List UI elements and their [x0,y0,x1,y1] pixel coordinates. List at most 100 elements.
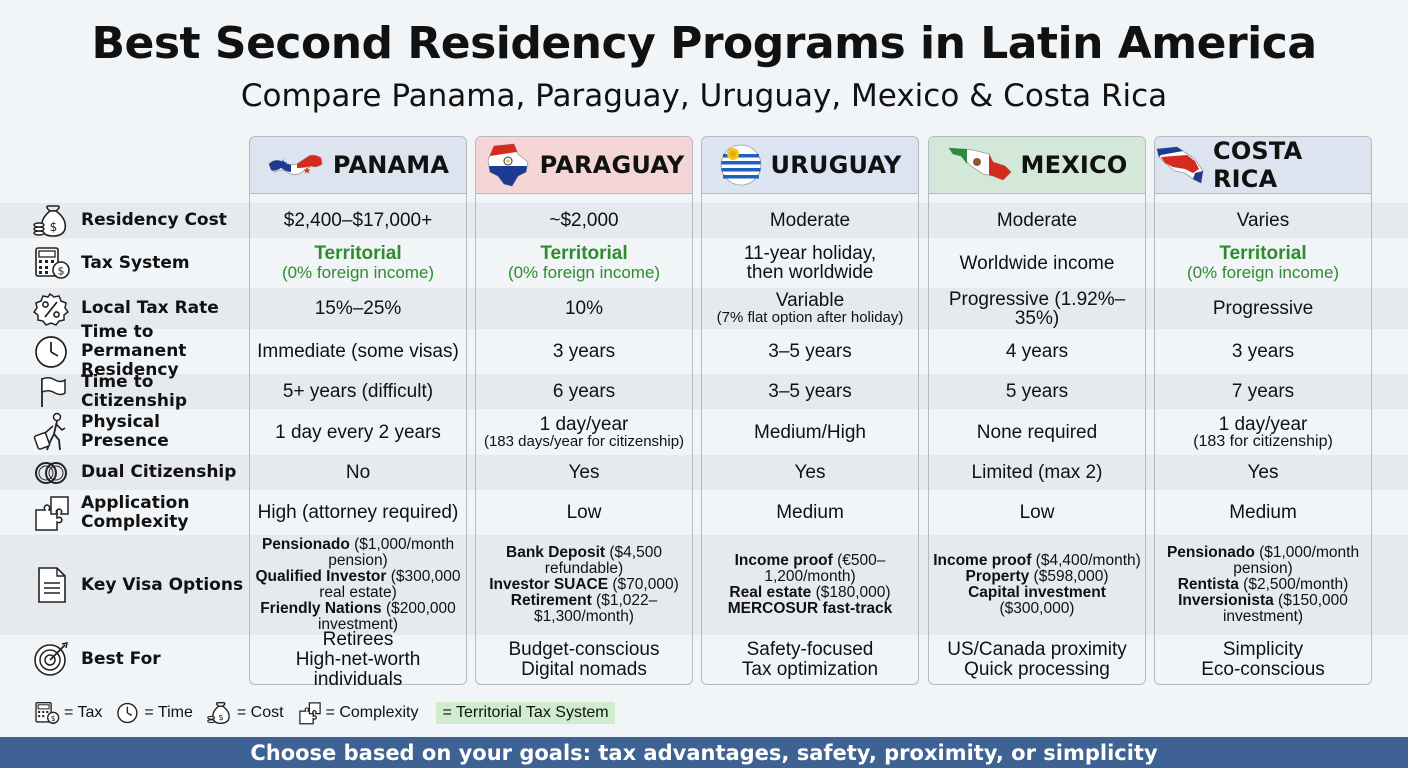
cell-complexity-uruguay: Medium [776,502,844,523]
row-label-text: Best For [81,648,161,669]
row-label-line: Application [81,492,190,513]
cell-dual-citizenship-costa-rica: Yes [1247,462,1279,483]
cell-local-tax-rate-uruguay: Variable (7% flat option after holiday) [702,288,918,329]
cell-tax-system-costa-rica: Territorial (0% foreign income) [1155,238,1371,288]
row-label-text: Physical Presence [81,412,169,451]
visa-option: Pensionado ($1,000/month pension) [1158,545,1368,577]
row-label-tax-system: $ Tax System [33,238,248,288]
visa-option-name: Inversionista [1178,592,1274,609]
cell-physical-presence-paraguay: 1 day/year (183 days/year for citizenshi… [476,409,692,455]
cell-residency-cost-panama: $2,400–$17,000+ [283,210,433,231]
visa-option-name: Rentista [1177,576,1239,593]
visa-option-detail: ($200,000 investment) [317,600,456,633]
visa-option-detail: ($150,000 investment) [1222,592,1348,625]
visa-option-name: Real estate [729,584,812,601]
visa-option-detail: ($300,000 real estate) [319,568,461,601]
visa-option-detail: ($598,000) [1029,568,1109,585]
visa-option-detail: (€500–1,200/month) [764,552,886,585]
cell-tax-system-uruguay: 11-year holiday, then worldwide [702,238,918,288]
cell-residency-cost-costa-rica: Varies [1236,210,1290,231]
legend-item-time: = Time [116,701,193,725]
cell-line: Quick processing [964,659,1110,680]
paraguay-flag-map-icon [487,143,529,187]
cell-local-tax-rate-panama: 15%–25% [314,298,402,319]
row-stripe [0,288,1408,329]
cell-physical-presence-uruguay: Medium/High [754,421,866,443]
cell-time-to-permanent-mexico: 4 years [1005,341,1069,362]
row-label-line: Complexity [81,511,189,532]
visa-option-detail: ($180,000) [811,584,891,601]
cell-tax-system-mexico: Worldwide income [959,252,1115,274]
cell-local-tax-rate-costa-rica: Progressive [1212,298,1314,319]
cell-physical-presence-panama: 1 day every 2 years [275,421,441,443]
visa-option-name: Friendly Nations [260,600,382,617]
cell-line: Simplicity [1222,639,1304,660]
cell-time-to-permanent-paraguay: 3 years [552,341,616,362]
cell-best-for-uruguay: Safety-focused Tax optimization [702,637,918,683]
svg-text:$: $ [51,714,56,723]
cell-best-for-paraguay: Budget-conscious Digital nomads [476,637,692,683]
visa-option-name: Property [965,568,1030,585]
puzzle-icon [35,495,69,531]
cell-tax-system-panama: Territorial (0% foreign income) [250,238,466,288]
visa-option-detail: ($70,000) [608,576,679,593]
cell-line: 11-year holiday, [743,243,877,264]
column-card-panama [249,136,467,685]
visa-option-name: Qualified Investor [255,568,387,585]
visa-option-name: Retirement [510,592,592,609]
row-label-text: Local Tax Rate [81,298,219,318]
cell-visa-options-mexico: Income proof ($4,400/month) Property ($5… [929,535,1145,635]
cell-dual-citizenship-uruguay: Yes [794,462,826,483]
territorial-label: Territorial [540,243,628,264]
legend-item-territorial: = Territorial Tax System [432,702,615,724]
country-name-mexico: MEXICO [1020,151,1128,179]
cell-line: (183 days/year for citizenship) [483,432,685,450]
visa-option-detail: ($2,500/month) [1238,576,1349,593]
country-name-costa-rica: COSTA RICA [1213,137,1303,193]
visa-option-name: Income proof [933,552,1032,569]
traveler-icon [33,412,66,451]
cell-visa-options-uruguay: Income proof (€500–1,200/month) Real est… [702,535,918,635]
row-label-line: Time to Permanent [81,322,187,361]
territorial-sub: (0% foreign income) [1186,263,1340,282]
cell-line: Tax optimization [741,659,879,680]
legend-text: = Complexity [325,704,419,721]
cell-physical-presence-costa-rica: 1 day/year (183 for citizenship) [1155,409,1371,455]
visa-option: Retirement ($1,022–$1,300/month) [479,593,689,625]
costa-rica-flag-map-icon [1156,146,1204,184]
cell-line: Variable [775,290,845,311]
row-stripe [0,535,1408,635]
visa-option: Rentista ($2,500/month) [1158,577,1368,593]
legend-text: = Time [144,704,193,721]
cell-best-for-costa-rica: Simplicity Eco-conscious [1155,637,1371,683]
row-label-best-for: Best For [33,635,248,683]
money-bag-icon: $ [33,204,67,237]
interlocking-rings-icon [35,461,67,484]
visa-option-name: Pensionado [261,536,350,553]
cell-line: (183 for citizenship) [1193,432,1333,450]
cell-physical-presence-mexico: None required [976,421,1098,443]
cell-visa-options-costa-rica: Pensionado ($1,000/month pension) Rentis… [1155,535,1371,635]
cell-residency-cost-mexico: Moderate [996,210,1078,231]
visa-option-detail: ($1,000/month pension) [1233,544,1360,577]
visa-option-name: Income proof [734,552,833,569]
row-label-physical-presence: Physical Presence [33,409,248,455]
cell-time-to-citizenship-uruguay: 3–5 years [768,381,852,402]
cell-best-for-panama: Retirees High-net-worth individuals [250,630,466,690]
mexico-flag-map-icon [947,147,1012,181]
cell-line: Budget-conscious [508,639,660,660]
cell-line: Eco-conscious [1201,659,1325,680]
svg-text:$: $ [50,220,58,234]
cell-dual-citizenship-paraguay: Yes [568,462,600,483]
svg-text:$: $ [218,712,223,722]
cell-local-tax-rate-paraguay: 10% [564,298,604,319]
cell-visa-options-paraguay: Bank Deposit ($4,500 refundable) Investo… [476,535,692,635]
row-stripe [0,374,1408,409]
visa-option-name: Capital investment [968,584,1106,601]
visa-option: Income proof (€500–1,200/month) [705,553,915,585]
row-label-time-to-citizenship: Time to Citizenship [33,372,248,410]
legend: $ = Tax = Time $ = Cost = Complexity = T… [34,700,629,726]
cell-dual-citizenship-mexico: Limited (max 2) [971,462,1103,483]
row-label-text: Application Complexity [81,492,190,532]
visa-option: Investor SUACE ($70,000) [479,577,689,593]
